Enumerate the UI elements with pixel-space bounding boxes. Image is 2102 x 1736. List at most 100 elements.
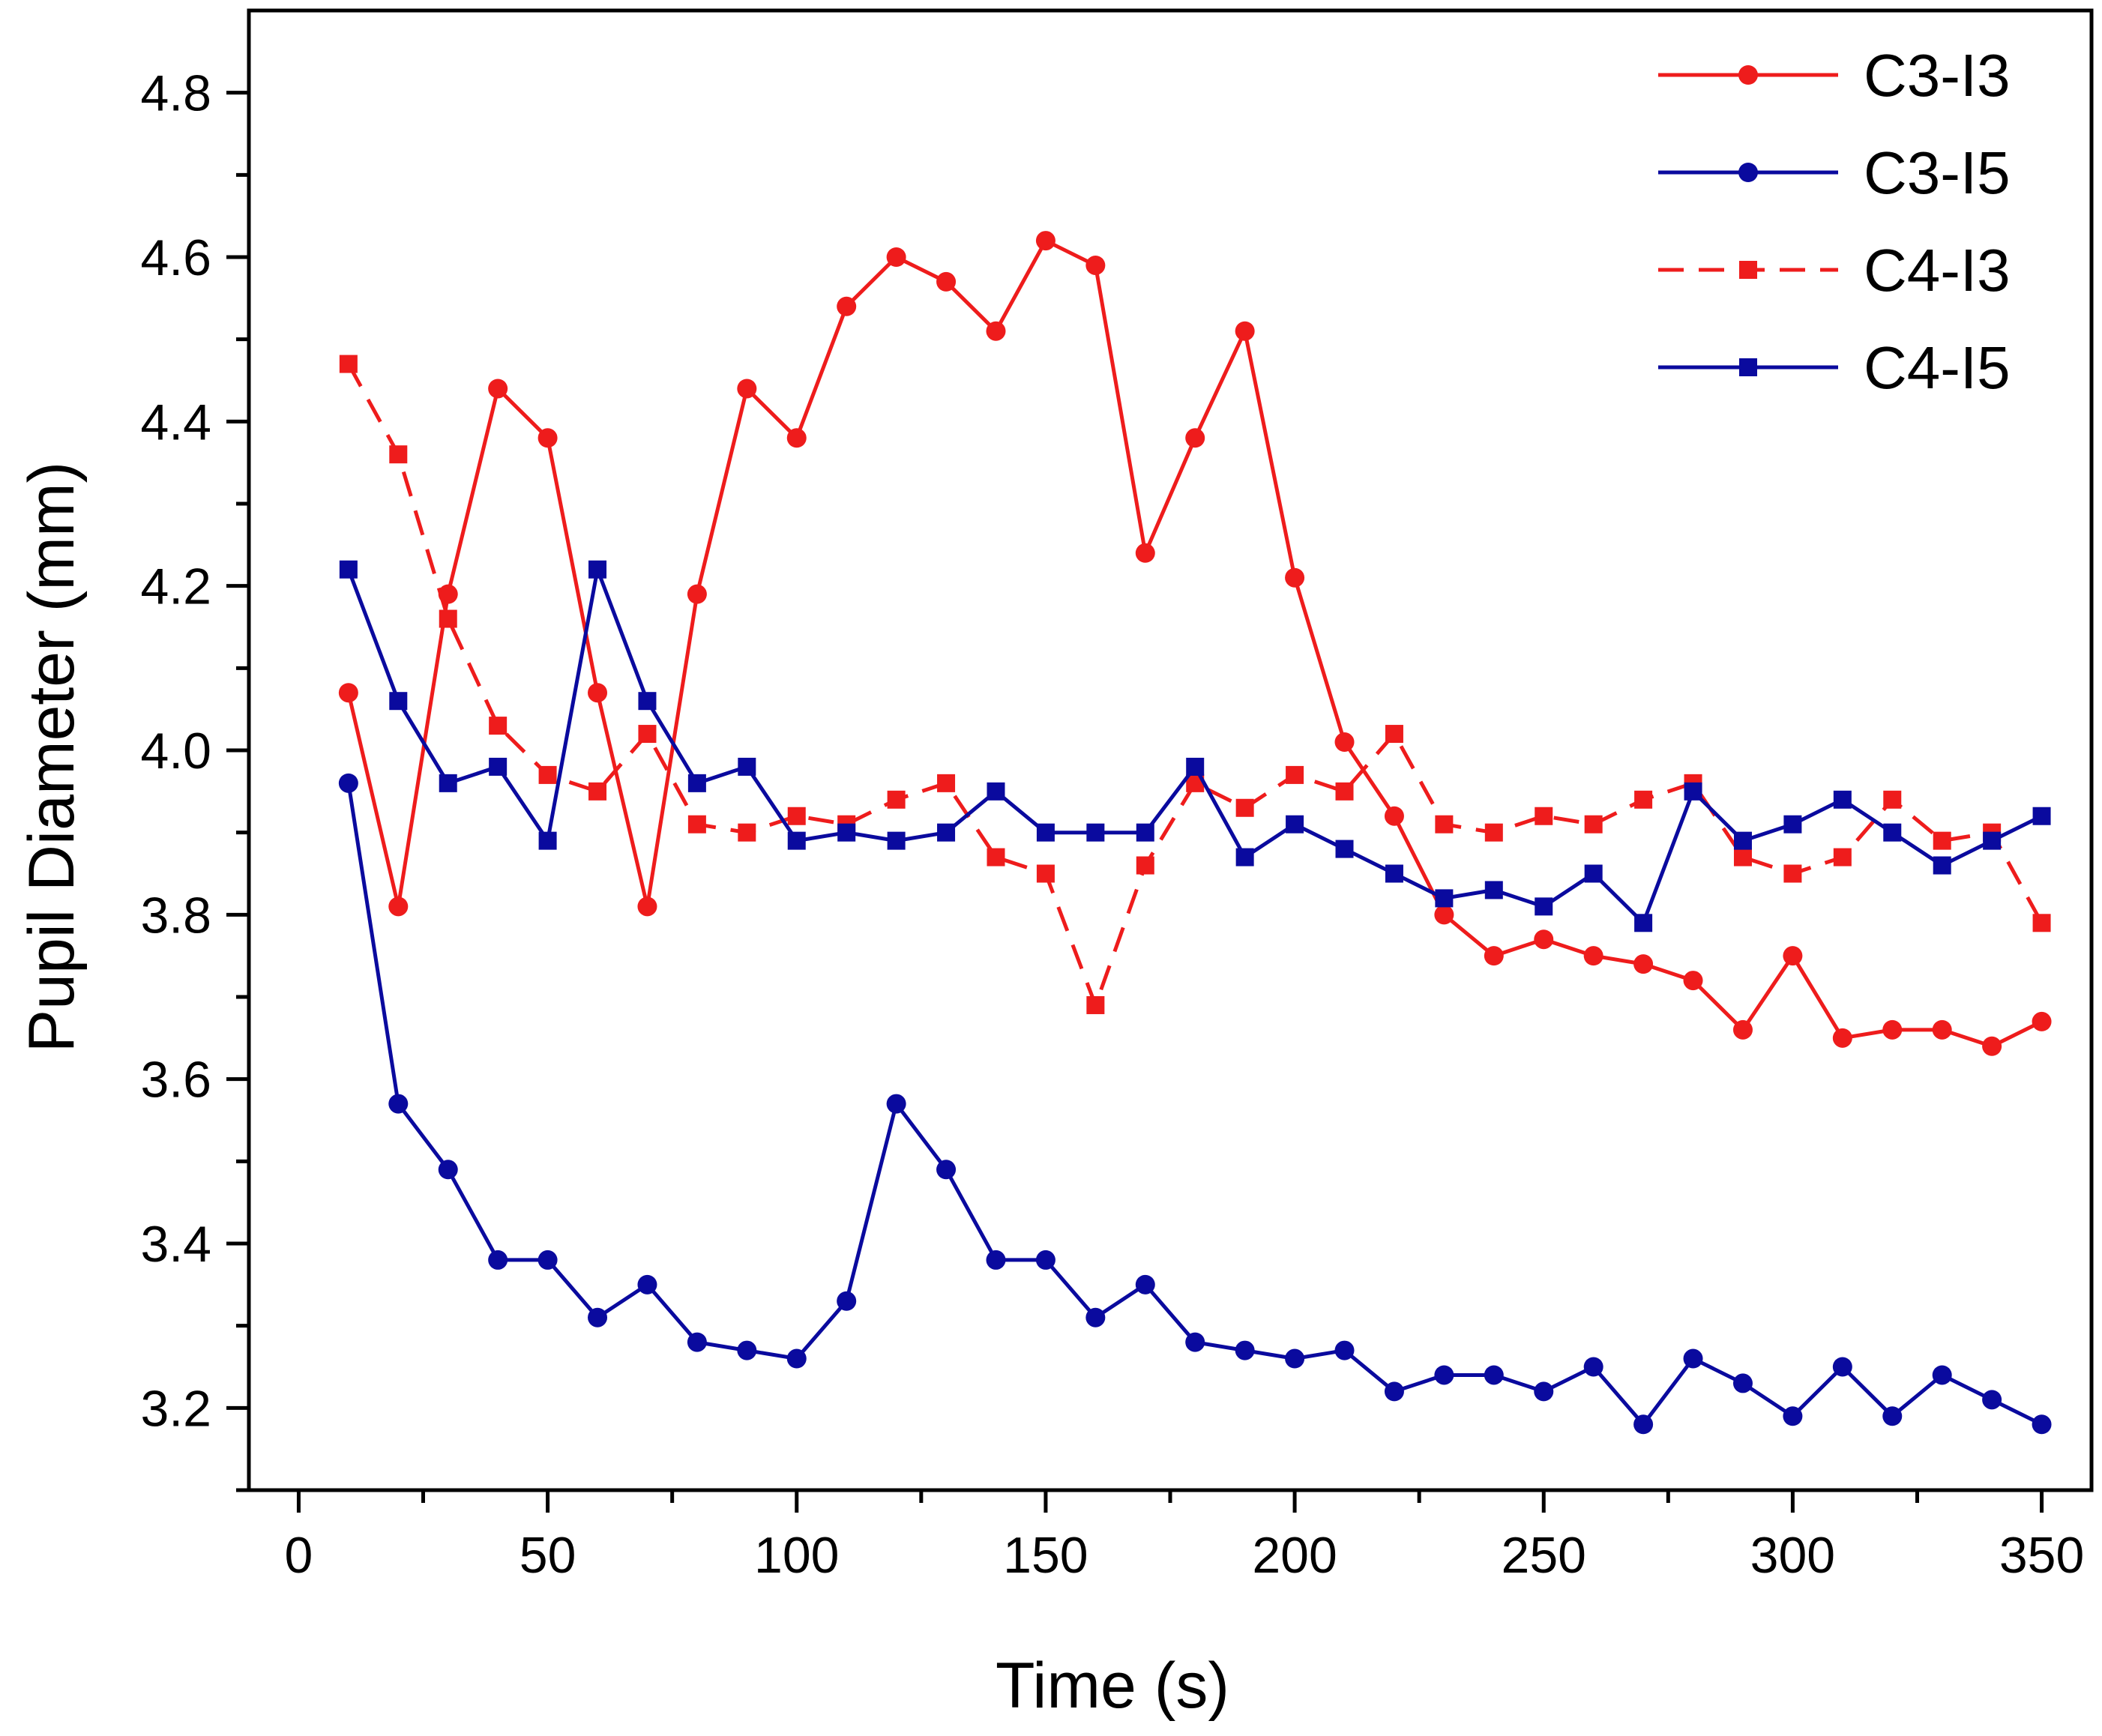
data-point-c3-i5	[537, 1250, 558, 1270]
data-point-c4-i3	[1484, 823, 1503, 842]
data-point-c4-i3	[1385, 725, 1403, 744]
data-point-c3-i3	[537, 428, 558, 448]
data-point-c4-i5	[1634, 914, 1653, 932]
series-c3-i3	[338, 231, 2052, 1056]
data-point-c4-i5	[1883, 823, 1902, 842]
data-point-c3-i3	[488, 379, 508, 399]
data-point-c3-i5	[837, 1291, 857, 1311]
data-point-c3-i3	[1732, 1019, 1753, 1040]
data-point-c4-i5	[1235, 848, 1254, 867]
data-point-c3-i5	[786, 1348, 807, 1369]
data-point-c3-i5	[1434, 1365, 1454, 1385]
data-point-c4-i5	[987, 782, 1005, 801]
y-tick-label: 3.8	[140, 887, 211, 944]
data-point-c3-i5	[1932, 1365, 1952, 1385]
data-point-c3-i5	[1185, 1332, 1205, 1352]
data-point-c4-i5	[787, 831, 806, 850]
data-point-c3-i3	[986, 321, 1006, 341]
data-point-c3-i5	[1683, 1348, 1703, 1369]
data-point-c4-i5	[538, 831, 557, 850]
data-point-c4-i5	[638, 692, 657, 711]
data-point-c4-i5	[837, 823, 856, 842]
data-point-c4-i3	[787, 807, 806, 825]
series-c4-i5	[339, 560, 2051, 932]
data-point-c3-i3	[1334, 732, 1355, 753]
data-point-c4-i5	[489, 757, 508, 776]
series-line-c4-i3	[346, 363, 2044, 1007]
data-point-c4-i5	[1783, 815, 1802, 834]
legend-entry-c4-i5: C4-I5	[1658, 334, 2011, 401]
data-point-c4-i3	[1584, 815, 1603, 834]
data-point-c4-i3	[1535, 807, 1553, 825]
data-point-c4-i3	[2032, 914, 2051, 932]
legend-entry-c3-i5: C3-I5	[1658, 139, 2011, 206]
data-point-c4-i5	[738, 757, 756, 776]
data-point-c3-i5	[1732, 1373, 1753, 1393]
data-point-c4-i5	[937, 823, 956, 842]
legend-marker	[1738, 163, 1758, 182]
data-point-c4-i5	[1684, 782, 1702, 801]
legend-entry-c4-i3: C4-I3	[1658, 237, 2011, 304]
legend-marker	[1739, 261, 1757, 279]
data-point-c4-i5	[1186, 757, 1205, 776]
data-point-c3-i5	[1285, 1348, 1305, 1369]
data-point-c4-i5	[1136, 823, 1154, 842]
y-tick-label: 4.8	[140, 65, 211, 122]
data-point-c4-i5	[1983, 831, 2002, 850]
data-point-c4-i3	[1933, 831, 1951, 850]
legend-marker	[1739, 358, 1757, 376]
data-point-c4-i3	[937, 774, 956, 792]
legend: C3-I3 C3-I5 C4-I3 C4-I5	[1658, 42, 2011, 401]
data-point-c4-i3	[339, 355, 358, 373]
data-point-c3-i3	[1185, 428, 1205, 448]
x-tick-label: 100	[754, 1527, 839, 1584]
data-point-c4-i5	[1335, 840, 1354, 858]
data-point-c3-i3	[1285, 567, 1305, 588]
legend-entry-c3-i3: C3-I3	[1658, 42, 2011, 109]
data-point-c3-i3	[1035, 231, 1055, 251]
y-tick-label: 4.4	[140, 394, 211, 450]
legend-label: C3-I3	[1864, 42, 2011, 109]
data-point-c3-i5	[1832, 1357, 1852, 1377]
data-point-c3-i5	[438, 1160, 458, 1180]
data-point-c4-i5	[687, 774, 706, 792]
data-point-c3-i3	[1882, 1019, 1903, 1040]
data-point-c4-i5	[1036, 823, 1055, 842]
data-point-c3-i5	[986, 1250, 1006, 1270]
data-point-c3-i5	[1384, 1381, 1404, 1402]
data-point-c3-i5	[1334, 1340, 1355, 1360]
data-point-c3-i3	[786, 428, 807, 448]
data-point-c3-i3	[1683, 971, 1703, 991]
data-point-c3-i5	[1882, 1406, 1903, 1426]
data-point-c4-i5	[1484, 881, 1503, 899]
x-tick-label: 200	[1252, 1527, 1337, 1584]
data-point-c3-i3	[687, 584, 707, 604]
data-point-c4-i3	[1783, 864, 1802, 883]
data-point-c3-i3	[886, 247, 906, 267]
data-point-c3-i5	[1035, 1250, 1055, 1270]
data-point-c3-i5	[687, 1332, 707, 1352]
data-point-c4-i3	[538, 765, 557, 784]
data-point-c3-i3	[1085, 255, 1106, 275]
x-tick-label: 0	[285, 1527, 313, 1584]
y-tick-label: 4.6	[140, 229, 211, 286]
legend-label: C4-I3	[1864, 237, 2011, 304]
x-axis-title: Time (s)	[996, 1650, 1229, 1722]
y-tick-label: 4.0	[140, 723, 211, 780]
data-point-c4-i5	[1584, 864, 1603, 883]
data-point-c4-i3	[389, 445, 408, 464]
x-tick-label: 250	[1502, 1527, 1586, 1584]
data-point-c4-i5	[339, 560, 358, 579]
data-point-c4-i5	[1733, 831, 1752, 850]
data-point-c3-i3	[1583, 946, 1603, 966]
data-point-c3-i5	[1783, 1406, 1803, 1426]
data-point-c3-i3	[1982, 1036, 2002, 1056]
data-point-c3-i3	[1384, 806, 1404, 826]
data-point-c4-i5	[1086, 823, 1105, 842]
data-point-c4-i5	[1385, 864, 1403, 883]
data-point-c3-i5	[1085, 1307, 1106, 1327]
data-point-c4-i3	[1733, 848, 1752, 867]
data-point-c3-i3	[1235, 321, 1255, 341]
data-point-c4-i3	[987, 848, 1005, 867]
